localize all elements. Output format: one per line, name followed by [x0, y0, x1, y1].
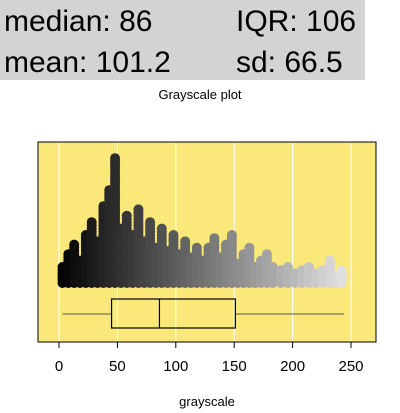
data-point — [168, 230, 179, 240]
data-point — [69, 239, 80, 250]
data-point — [156, 223, 167, 234]
x-axis: 0 50 100 150 200 250 — [55, 342, 364, 375]
data-point — [226, 230, 237, 240]
data-point — [191, 242, 202, 253]
x-tick-label: 0 — [55, 358, 63, 375]
x-tick-label: 50 — [109, 358, 126, 375]
x-axis-label: grayscale — [179, 394, 235, 409]
data-point — [86, 217, 97, 228]
data-point — [209, 233, 220, 244]
data-point — [110, 153, 121, 164]
data-point — [145, 217, 156, 228]
stats-bar: median: 86 IQR: 106 mean: 101.2 sd: 66.5 — [0, 0, 365, 80]
data-point — [133, 204, 144, 215]
data-point — [324, 255, 335, 266]
data-point — [121, 210, 132, 221]
boxplot-box — [110, 298, 236, 329]
sd-stat: sd: 66.5 — [236, 46, 343, 79]
data-point — [267, 262, 278, 272]
x-tick-label: 150 — [222, 358, 247, 375]
dot-plot — [57, 153, 347, 288]
mean-stat: mean: 101.2 — [4, 46, 171, 79]
data-point — [261, 249, 272, 260]
x-tick-label: 100 — [163, 358, 188, 375]
data-point — [336, 265, 347, 276]
data-point — [303, 262, 314, 272]
data-point — [180, 236, 191, 247]
x-tick-label: 200 — [280, 358, 305, 375]
iqr-stat: IQR: 106 — [236, 5, 357, 38]
median-stat: median: 86 — [4, 5, 153, 38]
data-point — [244, 242, 255, 253]
boxplot — [62, 298, 344, 329]
x-tick-label: 250 — [338, 358, 363, 375]
data-point — [282, 262, 293, 272]
chart-title: Grayscale plot — [158, 87, 241, 102]
